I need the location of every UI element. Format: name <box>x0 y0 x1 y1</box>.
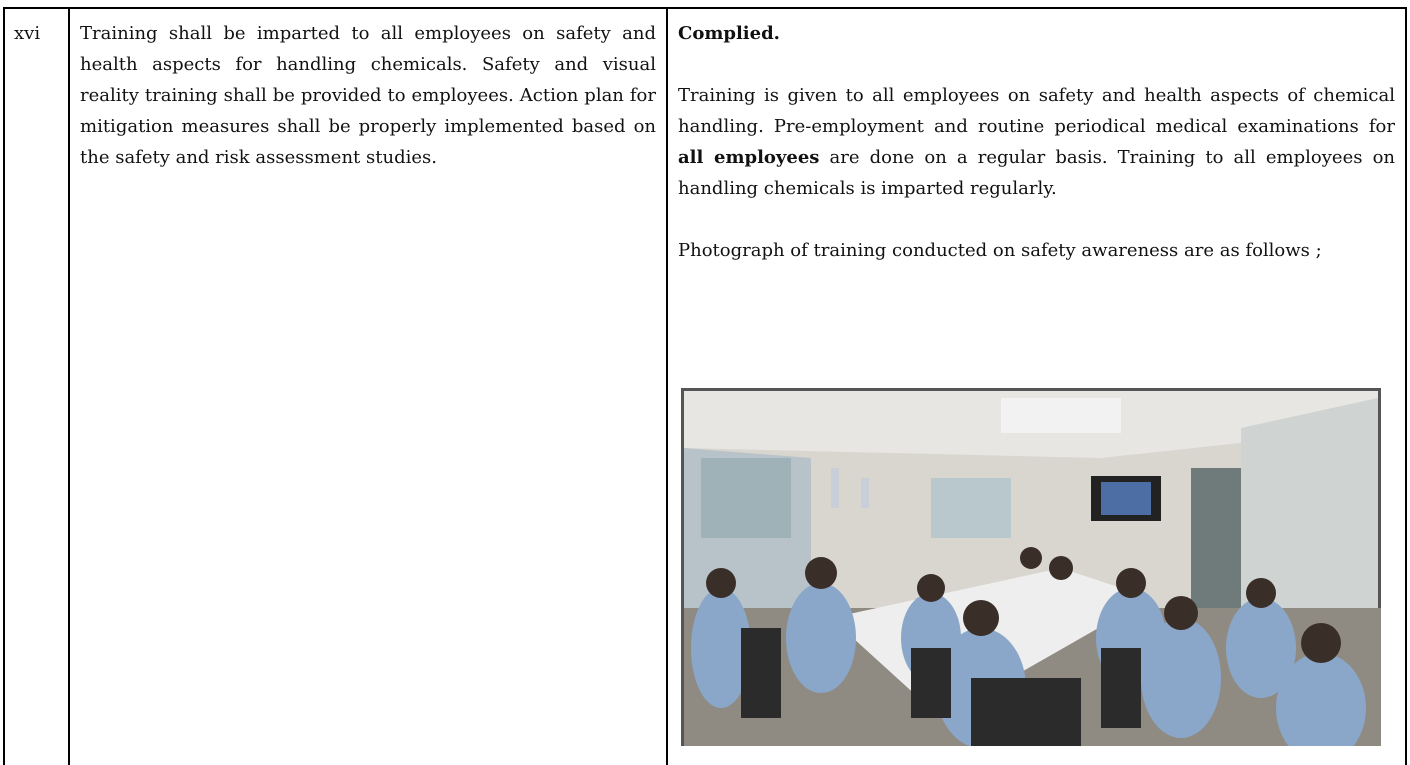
bold-text: all employees <box>678 147 819 168</box>
table-border <box>1405 7 1407 765</box>
photo-caption: Photograph of training conducted on safe… <box>678 235 1395 266</box>
text: Training is given to all employees on sa… <box>678 85 1395 137</box>
training-photo <box>681 388 1381 746</box>
compliance-cell: Complied. Training is given to all emplo… <box>678 18 1395 270</box>
table-border <box>3 7 5 765</box>
table-border <box>3 7 1407 9</box>
compliance-text: Training is given to all employees on sa… <box>678 80 1395 204</box>
page: xvi Training shall be imparted to all em… <box>0 0 1410 765</box>
table-border <box>68 7 70 765</box>
status-text: Complied. <box>678 23 780 44</box>
table-border <box>666 7 668 765</box>
status: Complied. <box>678 18 1395 49</box>
row-number: xvi <box>14 18 44 49</box>
condition-text: Training shall be imparted to all employ… <box>80 18 656 173</box>
